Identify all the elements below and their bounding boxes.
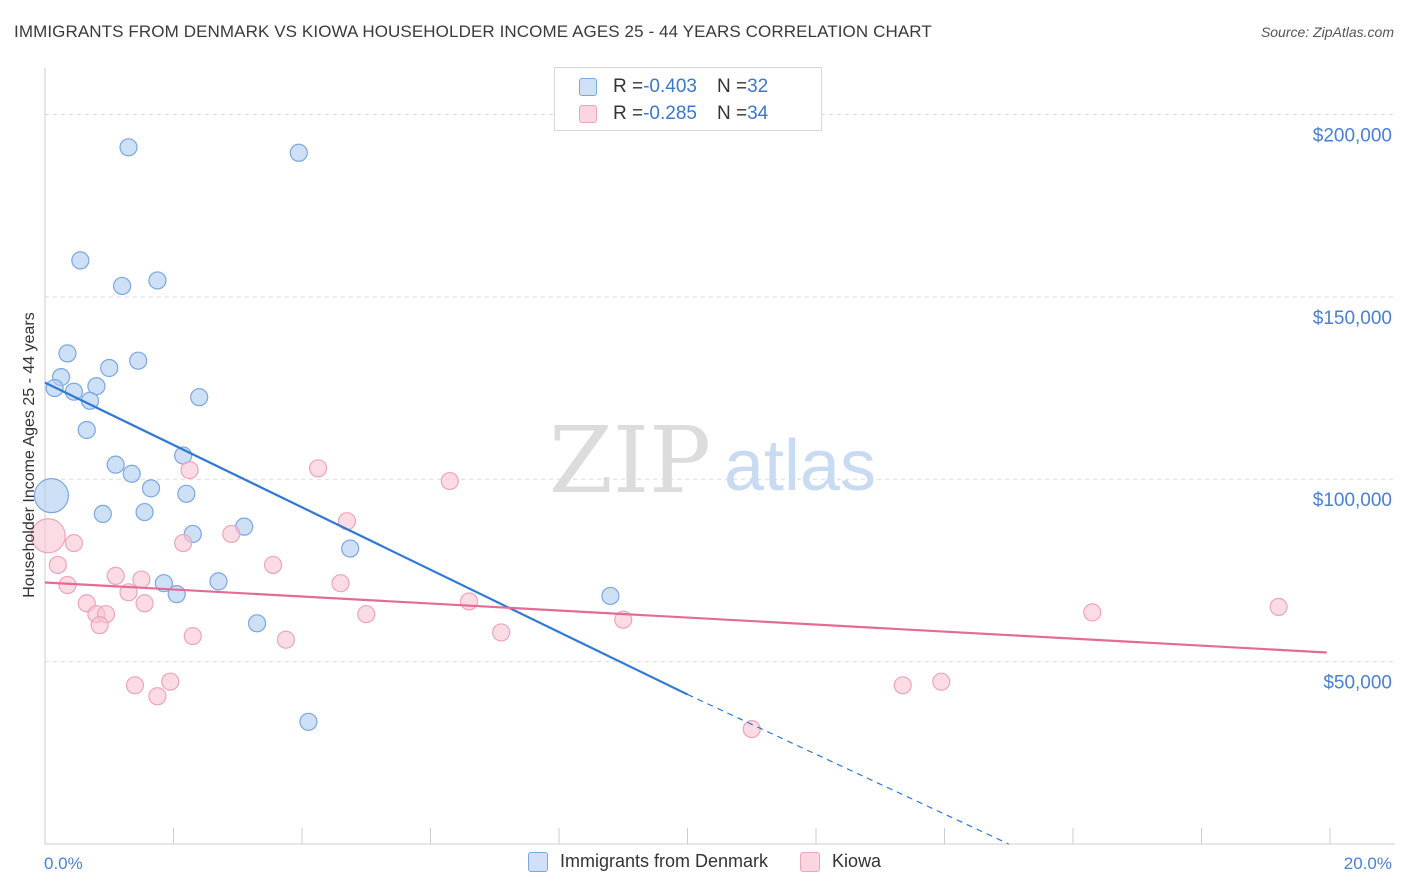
kiowa-point (331, 574, 350, 593)
watermark: ZIP atlas (549, 407, 876, 514)
legend-row-kiowa: R = -0.285 N = 34 (579, 102, 768, 126)
legend-item-kiowa: Kiowa (800, 851, 881, 872)
denmark-point (209, 572, 228, 591)
kiowa-point (148, 687, 167, 706)
denmark-point (129, 351, 148, 370)
x-tick-label: 0.0% (44, 854, 83, 873)
denmark-point (58, 344, 77, 363)
legend-swatch-denmark (528, 851, 548, 872)
watermark-zip: ZIP (549, 407, 711, 514)
kiowa-point (614, 610, 633, 629)
kiowa-point (106, 566, 125, 586)
denmark-point (299, 712, 318, 731)
legend-label-denmark: Immigrants from Denmark (560, 851, 769, 871)
kiowa-point (308, 459, 328, 478)
kiowa-point (440, 471, 459, 491)
denmark-point (122, 464, 141, 483)
denmark-point (601, 586, 620, 606)
denmark-point (148, 271, 167, 290)
kiowa-point (48, 555, 67, 575)
kiowa-swatch (579, 105, 597, 123)
series-legend: Immigrants from Denmark Kiowa (528, 851, 913, 872)
kiowa-point (90, 616, 109, 635)
legend-label-kiowa: Kiowa (832, 851, 882, 871)
kiowa-point (893, 676, 912, 695)
legend-item-denmark: Immigrants from Denmark (528, 851, 768, 872)
axes (44, 68, 1395, 845)
kiowa-n-value: 34 (747, 103, 769, 124)
denmark-point (167, 585, 186, 604)
kiowa-point (932, 672, 951, 691)
y-tick-label: $200,000 (1313, 125, 1392, 146)
denmark-point (100, 358, 119, 378)
kiowa-point (492, 623, 511, 642)
denmark-point (190, 388, 209, 407)
kiowa-r-label: R = (613, 103, 644, 124)
denmark-point (119, 138, 138, 157)
kiowa-point (30, 518, 66, 554)
kiowa-point (161, 672, 180, 691)
legend-swatch-kiowa (800, 851, 821, 872)
denmark-point (247, 614, 267, 633)
kiowa-r-value: -0.285 (643, 103, 697, 124)
denmark-point (289, 143, 308, 162)
kiowa-point (1269, 597, 1288, 617)
kiowa-n-label: N = (716, 103, 748, 124)
chart-title: IMMIGRANTS FROM DENMARK VS KIOWA HOUSEHO… (14, 22, 932, 41)
denmark-point (71, 251, 90, 270)
legend-row-denmark: R = -0.403 N = 32 (579, 75, 768, 99)
source-label: Source: ZipAtlas.com (1260, 24, 1394, 40)
kiowa-point (174, 533, 193, 553)
kiowa-point (1083, 603, 1102, 622)
denmark-r-value: -0.403 (643, 76, 697, 97)
denmark-point (77, 420, 96, 440)
kiowa-point (183, 626, 202, 646)
kiowa-point (263, 555, 283, 575)
denmark-r-label: R = (613, 76, 644, 97)
denmark-point (106, 455, 125, 474)
kiowa-trend-line (44, 581, 1327, 654)
grid-lines (45, 113, 1395, 663)
kiowa-point (132, 570, 151, 589)
denmark-swatch (579, 78, 597, 96)
kiowa-point (459, 592, 479, 611)
denmark-n-value: 32 (747, 76, 769, 97)
denmark-trend-line (44, 381, 688, 696)
denmark-point (33, 478, 70, 514)
kiowa-point (135, 594, 154, 613)
y-axis-label: Householder Income Ages 25 - 44 years (21, 312, 38, 598)
kiowa-point (64, 533, 84, 553)
denmark-point (93, 504, 112, 523)
tick-labels: $50,000 $100,000 $150,000 $200,000 0.0% 20.0% (44, 125, 1392, 873)
denmark-n-label: N = (716, 76, 748, 97)
data-points (30, 138, 1288, 739)
kiowa-point (742, 719, 761, 739)
correlation-legend: R = -0.403 N = 32 R = -0.285 N = 34 (554, 67, 822, 131)
x-tick-label: 20.0% (1344, 854, 1392, 873)
denmark-point (341, 539, 360, 558)
denmark-point (135, 502, 154, 522)
kiowa-point (125, 676, 145, 695)
y-tick-label: $150,000 (1313, 308, 1392, 329)
denmark-point (141, 479, 161, 498)
kiowa-point (222, 524, 241, 544)
denmark-point (177, 484, 196, 503)
watermark-atlas: atlas (724, 426, 876, 506)
kiowa-point (180, 461, 199, 480)
denmark-point (112, 276, 132, 296)
denmark-trend-extension (687, 693, 1010, 845)
y-tick-label: $100,000 (1313, 490, 1392, 511)
y-tick-label: $50,000 (1323, 673, 1392, 694)
denmark-point (154, 574, 173, 593)
trend-lines (44, 381, 1327, 845)
kiowa-point (357, 605, 376, 624)
kiowa-point (276, 630, 296, 649)
